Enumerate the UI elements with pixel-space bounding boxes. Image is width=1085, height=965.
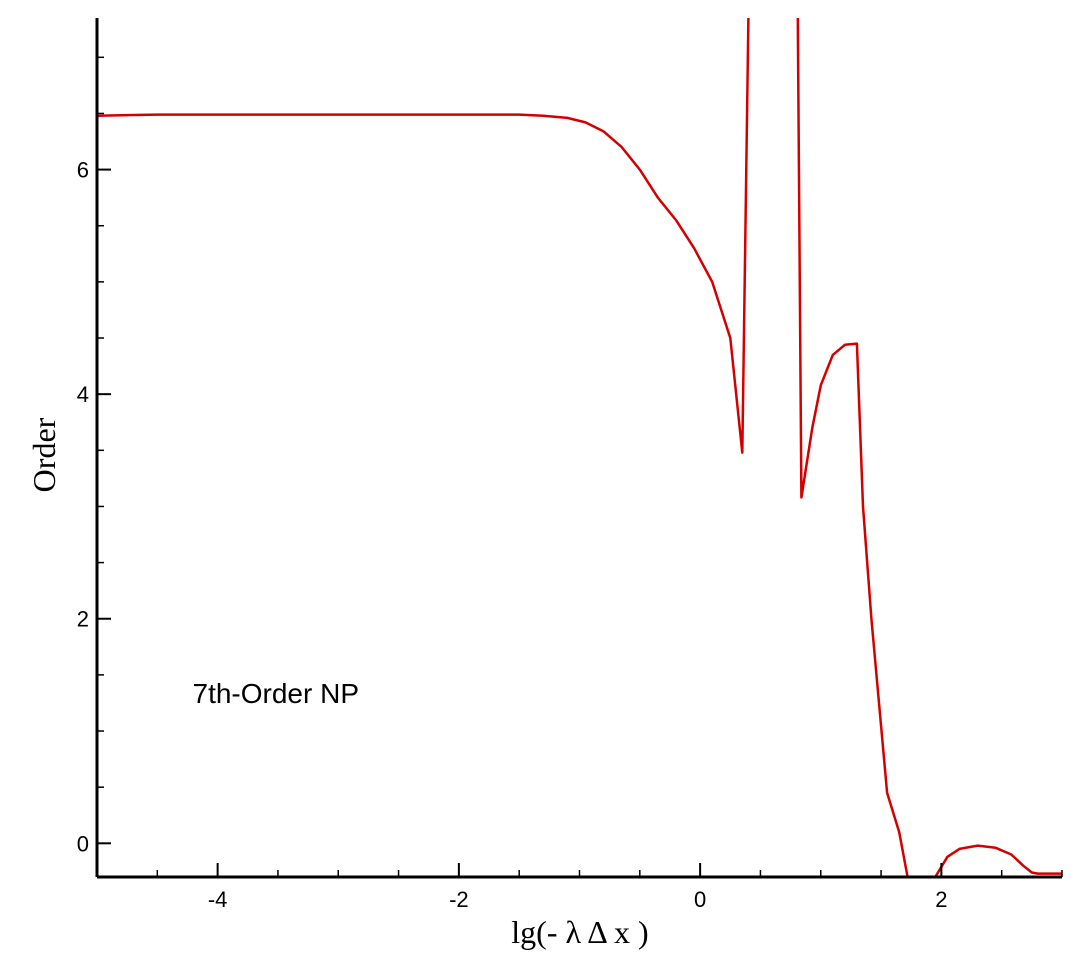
labels: lg(- λ Δ x ) Order 7th-Order NP [26, 417, 649, 950]
x-axis-title: lg(- λ Δ x ) [511, 914, 648, 950]
y-tick-label: 0 [77, 831, 89, 856]
y-tick-label: 2 [77, 607, 89, 632]
x-tick-label: -2 [449, 887, 469, 912]
y-tick-label: 6 [77, 158, 89, 183]
series-line-segment [934, 844, 1062, 877]
x-tick-label: -4 [208, 887, 228, 912]
series-line-segment [97, 18, 750, 454]
y-axis-title: Order [26, 417, 62, 492]
series-line-segment [796, 18, 909, 877]
x-tick-label: 2 [935, 887, 947, 912]
chart-annotation: 7th-Order NP [193, 678, 360, 709]
plot-area [97, 18, 1062, 877]
x-tick-label: 0 [694, 887, 706, 912]
y-tick-label: 4 [77, 382, 89, 407]
axes: -4 -2 0 2 0 2 4 6 [77, 18, 1063, 912]
